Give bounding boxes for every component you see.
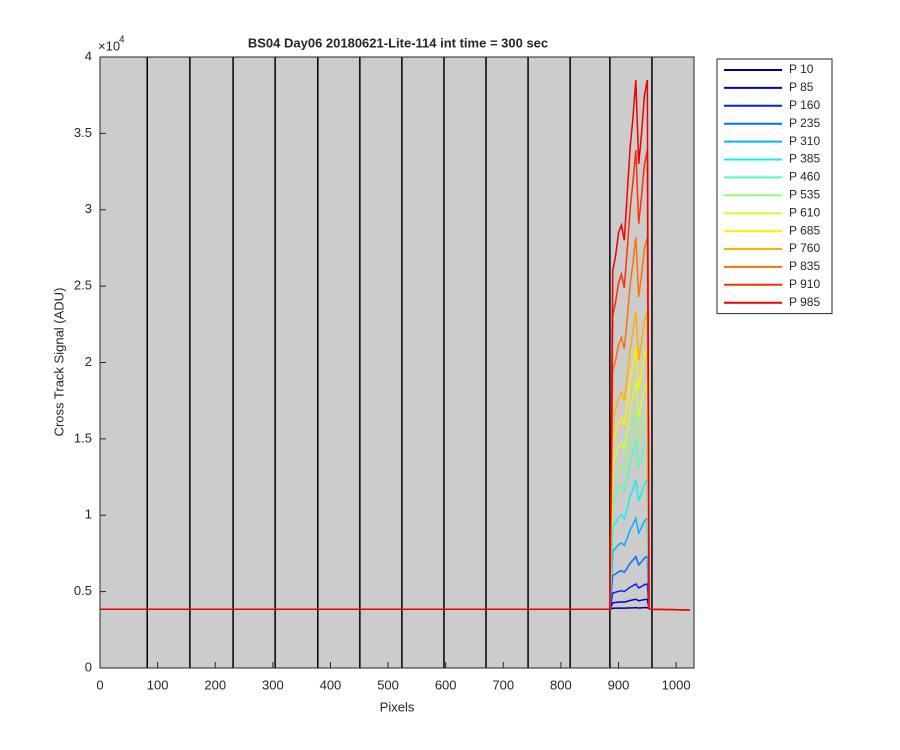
y-multiplier-exponent: 4 bbox=[119, 35, 125, 46]
y-tick-label: 0.5 bbox=[74, 583, 92, 598]
plot-area bbox=[100, 57, 694, 668]
legend-label: P 610 bbox=[789, 205, 820, 219]
legend-label: P 535 bbox=[789, 187, 820, 201]
legend-label: P 910 bbox=[789, 277, 820, 291]
x-tick-label: 1000 bbox=[662, 677, 691, 692]
y-tick-label: 3 bbox=[85, 201, 92, 216]
legend-label: P 85 bbox=[789, 80, 814, 94]
y-tick-label: 4 bbox=[85, 48, 92, 63]
legend-label: P 235 bbox=[789, 116, 820, 130]
legend-box bbox=[716, 58, 833, 315]
x-axis-label: Pixels bbox=[380, 699, 415, 714]
y-tick-label: 0 bbox=[85, 659, 92, 674]
x-tick-label: 700 bbox=[492, 677, 514, 692]
legend-label: P 310 bbox=[789, 134, 820, 148]
y-tick-label: 2.5 bbox=[74, 278, 92, 293]
y-tick-label: 1.5 bbox=[74, 430, 92, 445]
x-tick-label: 900 bbox=[608, 677, 630, 692]
y-axis-label: Cross Track Signal (ADU) bbox=[51, 288, 66, 437]
legend-label: P 10 bbox=[789, 62, 814, 76]
y-tick-label: 3.5 bbox=[74, 125, 92, 140]
x-tick-label: 800 bbox=[550, 677, 572, 692]
legend-label: P 385 bbox=[789, 152, 820, 166]
y-multiplier: ×10 bbox=[98, 38, 120, 53]
chart-title: BS04 Day06 20180621-Lite-114 int time = … bbox=[248, 35, 548, 50]
series-line bbox=[100, 79, 690, 611]
x-tick-label: 200 bbox=[204, 677, 226, 692]
x-tick-label: 400 bbox=[320, 677, 342, 692]
x-tick-label: 600 bbox=[435, 677, 457, 692]
legend-label: P 460 bbox=[789, 170, 820, 184]
legend-label: P 985 bbox=[789, 295, 820, 309]
legend-label: P 685 bbox=[789, 223, 820, 237]
legend-label: P 760 bbox=[789, 241, 820, 255]
legend-label: P 160 bbox=[789, 98, 820, 112]
x-tick-label: 300 bbox=[262, 677, 284, 692]
y-tick-label: 2 bbox=[85, 354, 92, 369]
y-tick-label: 1 bbox=[85, 507, 92, 522]
x-tick-label: 100 bbox=[147, 677, 169, 692]
x-tick-label: 0 bbox=[96, 677, 103, 692]
x-tick-label: 500 bbox=[377, 677, 399, 692]
legend-label: P 835 bbox=[789, 259, 820, 273]
